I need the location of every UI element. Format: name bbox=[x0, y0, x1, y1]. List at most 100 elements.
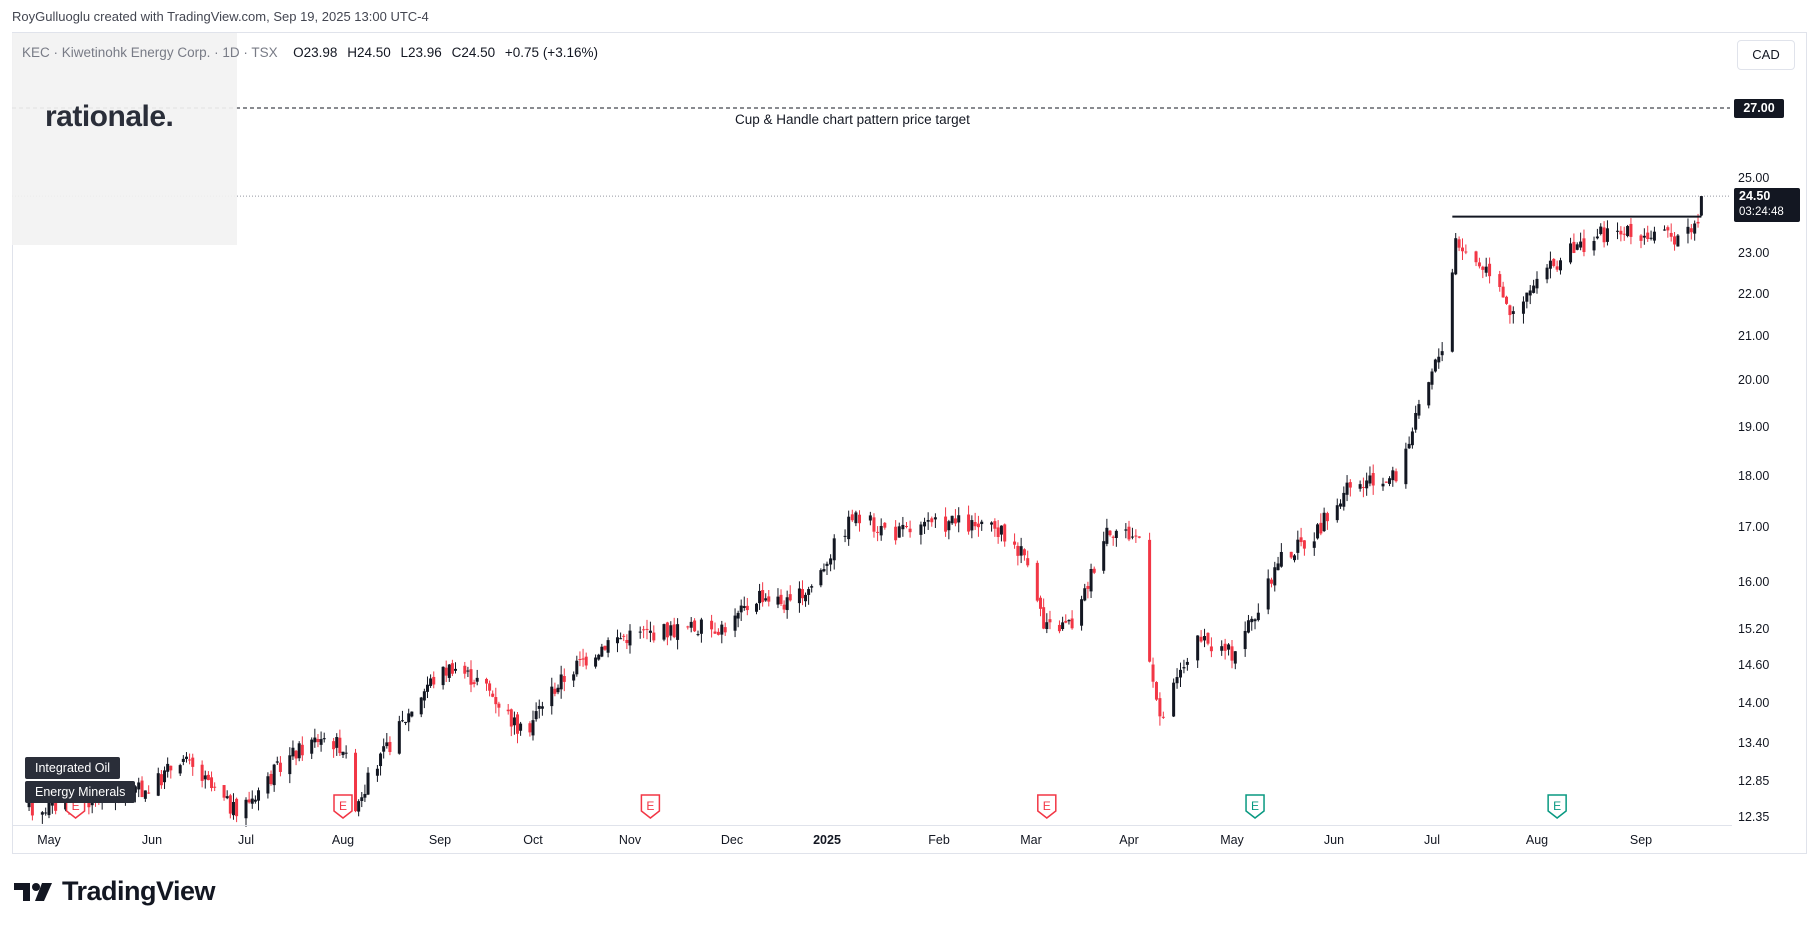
candle-body bbox=[429, 678, 433, 686]
candle-body bbox=[1151, 664, 1155, 682]
candle-body bbox=[669, 625, 673, 636]
candle-body bbox=[876, 531, 880, 533]
candle-body bbox=[973, 521, 977, 527]
candle-body bbox=[1361, 486, 1365, 488]
candle-body bbox=[713, 631, 717, 634]
candle-body bbox=[1158, 698, 1162, 717]
candle-body bbox=[648, 630, 652, 633]
candle-body bbox=[1555, 266, 1559, 270]
earnings-marker-icon bbox=[640, 794, 661, 819]
candle-body bbox=[758, 590, 762, 604]
price-tick-label: 12.85 bbox=[1738, 774, 1770, 789]
candle-body bbox=[1414, 413, 1418, 430]
earnings-marker-label: E bbox=[1553, 799, 1561, 813]
time-tick-label: Mar bbox=[1020, 833, 1042, 847]
candle-body bbox=[388, 741, 392, 753]
candle-body bbox=[872, 517, 876, 532]
candle-body bbox=[970, 520, 974, 531]
candle-body bbox=[419, 697, 423, 715]
candle-body bbox=[575, 660, 579, 675]
watermark-logo: rationale. bbox=[45, 100, 174, 133]
candle-body bbox=[1206, 632, 1210, 644]
candle-body bbox=[584, 656, 588, 666]
candle-body bbox=[188, 759, 192, 761]
industry-tag[interactable]: Integrated Oil bbox=[25, 757, 121, 779]
candle-body bbox=[519, 723, 523, 731]
candle-body bbox=[1256, 612, 1260, 621]
price-tick-label: 14.00 bbox=[1738, 696, 1770, 711]
candle-body bbox=[497, 703, 501, 708]
candle-body bbox=[338, 737, 342, 754]
candle-body bbox=[686, 626, 690, 628]
candle-body bbox=[628, 630, 632, 646]
candle-body bbox=[1481, 266, 1485, 270]
candle-body bbox=[1022, 549, 1026, 556]
candle-body bbox=[810, 586, 814, 588]
candle-body bbox=[710, 620, 714, 630]
price-tick-label: 22.00 bbox=[1738, 286, 1770, 301]
currency-button[interactable]: CAD bbox=[1737, 40, 1795, 70]
time-tick-label: Sep bbox=[428, 833, 452, 847]
candle-body bbox=[1319, 522, 1323, 534]
candle-body bbox=[472, 682, 476, 685]
candle-body bbox=[1083, 588, 1087, 601]
candle-body bbox=[1064, 620, 1068, 623]
candle-body bbox=[200, 764, 204, 781]
candle-body bbox=[1410, 431, 1414, 446]
candle-body bbox=[1450, 272, 1454, 352]
candle-body bbox=[1227, 644, 1231, 650]
time-axis[interactable] bbox=[12, 825, 1732, 853]
candle-body bbox=[156, 773, 160, 796]
candle-body bbox=[807, 589, 811, 595]
price-tick-label: 12.35 bbox=[1738, 810, 1770, 824]
candle-body bbox=[767, 596, 771, 602]
candle-body bbox=[1417, 404, 1421, 416]
time-tick-label: 2025 bbox=[813, 833, 841, 847]
candle-body bbox=[1246, 620, 1250, 633]
sector-tag[interactable]: Energy Minerals bbox=[25, 781, 136, 803]
candle-body bbox=[716, 631, 720, 635]
candle-body bbox=[450, 663, 454, 674]
candle-body bbox=[1457, 239, 1461, 248]
candle-body bbox=[672, 624, 676, 638]
candle-body bbox=[603, 645, 607, 650]
candle-body bbox=[926, 519, 930, 522]
candle-body bbox=[410, 711, 414, 717]
candle-body bbox=[976, 523, 980, 528]
candle-body bbox=[1243, 630, 1247, 650]
candle-body bbox=[908, 528, 912, 533]
candle-body bbox=[537, 705, 541, 709]
legend-symbol[interactable]: KEC · Kiwetinohk Energy Corp. · 1D · TSX bbox=[22, 45, 278, 60]
price-target-annotation[interactable]: Cup & Handle chart pattern price target bbox=[735, 112, 970, 127]
candle-body bbox=[319, 739, 323, 745]
tradingview-brand[interactable]: TradingView bbox=[14, 876, 216, 907]
candle-body bbox=[761, 590, 765, 603]
candle-body bbox=[1148, 539, 1152, 662]
candle-body bbox=[231, 801, 235, 816]
legend-low-value: 23.96 bbox=[408, 45, 442, 60]
candle-body bbox=[475, 677, 479, 682]
candle-body bbox=[1335, 505, 1339, 521]
symbol-legend[interactable]: KEC · Kiwetinohk Energy Corp. · 1D · TSX… bbox=[22, 45, 604, 60]
earnings-marker-label: E bbox=[339, 799, 347, 813]
candle-body bbox=[44, 812, 48, 814]
candle-body bbox=[531, 720, 535, 736]
candle-body bbox=[316, 738, 320, 743]
candle-body bbox=[645, 628, 649, 630]
candle-body bbox=[699, 619, 703, 634]
candle-body bbox=[506, 709, 510, 712]
candle-body bbox=[250, 798, 254, 804]
candle-body bbox=[550, 686, 554, 707]
candle-body bbox=[191, 757, 195, 767]
candle-body bbox=[782, 604, 786, 610]
candle-body bbox=[1602, 227, 1606, 243]
candle-body bbox=[1616, 230, 1620, 232]
candle-body bbox=[776, 596, 780, 605]
price-tick-label: 19.00 bbox=[1738, 419, 1770, 434]
candle-body bbox=[300, 744, 304, 756]
candle-body bbox=[1279, 551, 1283, 567]
candle-body bbox=[1302, 540, 1306, 549]
candle-body bbox=[980, 521, 984, 525]
candle-body bbox=[1532, 285, 1536, 293]
